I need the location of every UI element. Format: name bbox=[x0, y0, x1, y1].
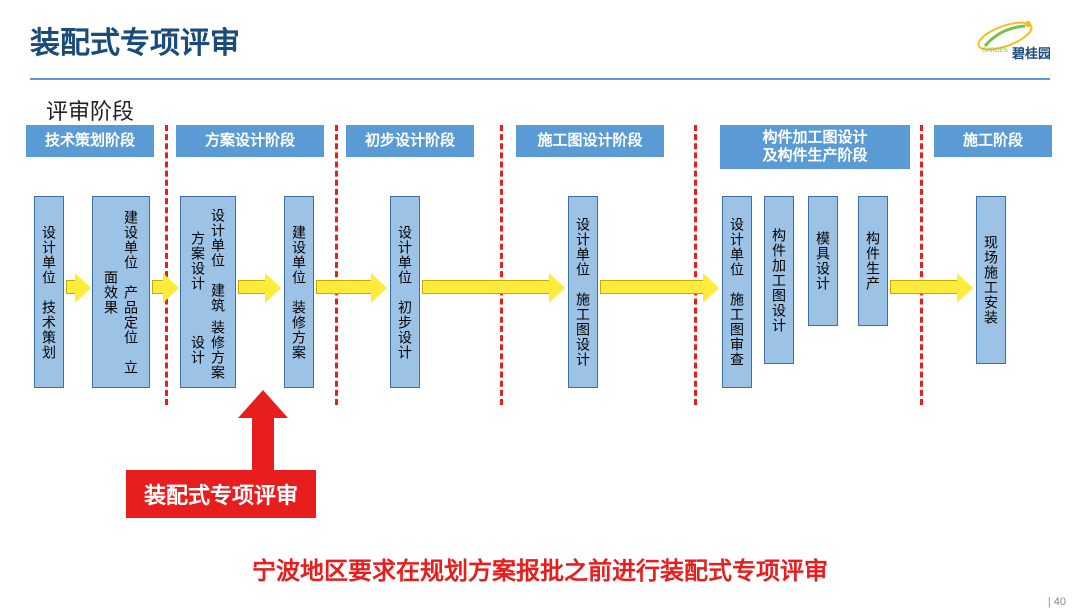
stage-header: 方案设计阶段 bbox=[176, 125, 324, 157]
stage-separator bbox=[335, 125, 338, 405]
stage-separator bbox=[165, 125, 168, 405]
subtitle: 评审阶段 bbox=[46, 94, 1080, 126]
process-box: 现场施工安装 bbox=[976, 196, 1006, 364]
bottom-note: 宁波地区要求在规划方案报批之前进行装配式专项评审 bbox=[0, 551, 1080, 586]
flow-arrow bbox=[238, 280, 266, 294]
callout-label: 装配式专项评审 bbox=[126, 470, 316, 518]
stage-header: 技术策划阶段 bbox=[26, 125, 154, 157]
process-box: 构件生产 bbox=[858, 196, 888, 326]
process-box: 构件加工图设计 bbox=[764, 196, 794, 364]
process-box: 设计单位 技术策划 bbox=[34, 196, 64, 388]
flow-arrow bbox=[890, 280, 958, 294]
stage-separator bbox=[500, 125, 503, 405]
stage-header: 施工图设计阶段 bbox=[516, 125, 664, 157]
process-box: 设计单位 建筑方案设计装修方案设计 bbox=[180, 196, 236, 388]
stage-separator bbox=[920, 125, 923, 405]
flow-arrow bbox=[66, 280, 76, 294]
process-box: 设计单位 施工图审查 bbox=[722, 196, 752, 388]
process-box: 设计单位 初步设计 bbox=[390, 196, 420, 388]
flow-arrow bbox=[422, 280, 550, 294]
flow-arrow bbox=[152, 280, 164, 294]
page-number: 40 bbox=[1048, 596, 1066, 608]
title-underline bbox=[30, 78, 1050, 80]
callout-arrow bbox=[252, 418, 274, 472]
process-box: 建设单位 装修方案 bbox=[284, 196, 314, 388]
process-box: 建设单位 产品定位 立面效果 bbox=[92, 196, 150, 388]
flow-arrow bbox=[600, 280, 704, 294]
stage-separator bbox=[694, 125, 697, 405]
process-box: 模具设计 bbox=[808, 196, 838, 326]
process-box: 设计单位 施工图设计 bbox=[568, 196, 598, 388]
flow-diagram bbox=[0, 134, 1080, 474]
svg-text:GARDEN: GARDEN bbox=[982, 48, 1008, 54]
stage-header: 构件加工图设计及构件生产阶段 bbox=[720, 125, 910, 169]
stage-header: 初步设计阶段 bbox=[346, 125, 474, 157]
page-title: 装配式专项评审 bbox=[30, 18, 240, 62]
stage-header: 施工阶段 bbox=[934, 125, 1052, 157]
brand-logo: GARDEN 碧桂园 bbox=[970, 18, 1050, 68]
flow-arrow bbox=[316, 280, 372, 294]
svg-text:碧桂园: 碧桂园 bbox=[1011, 46, 1050, 61]
